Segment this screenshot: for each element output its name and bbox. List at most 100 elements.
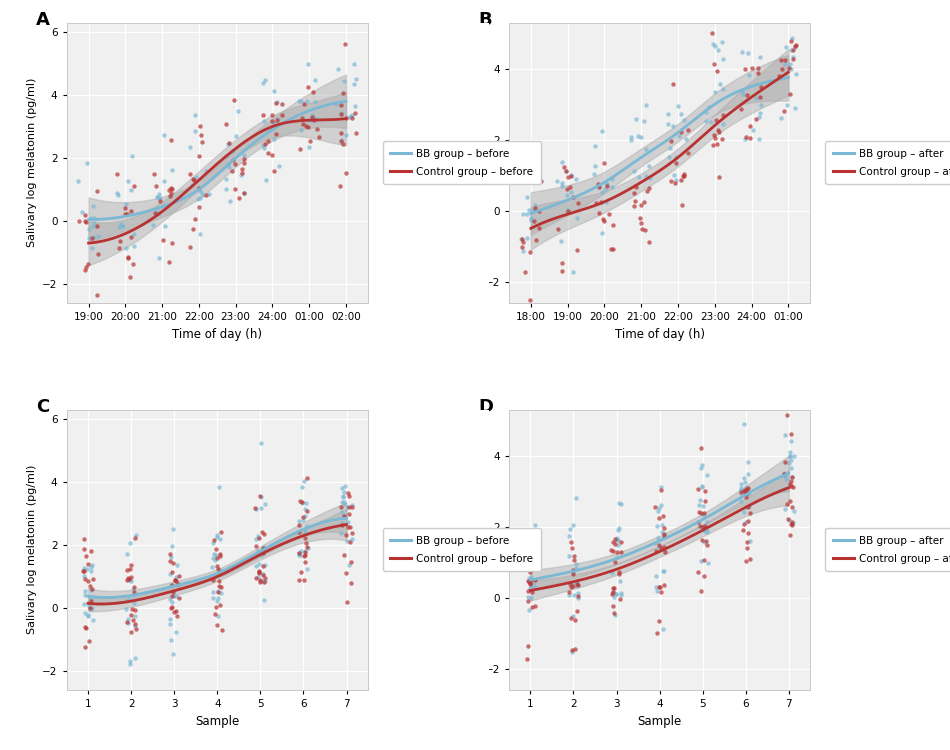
- Point: [213, 550, 228, 562]
- Point: [691, 566, 706, 578]
- Point: [674, 174, 689, 186]
- Point: [214, 624, 229, 636]
- Point: [563, 186, 579, 198]
- Text: C: C: [36, 398, 49, 416]
- Point: [339, 501, 354, 513]
- Point: [627, 165, 642, 177]
- Point: [525, 578, 541, 590]
- Point: [694, 462, 709, 474]
- Point: [205, 592, 220, 604]
- Point: [707, 40, 722, 52]
- Point: [564, 578, 580, 590]
- Point: [218, 118, 234, 130]
- Point: [777, 429, 792, 441]
- Point: [786, 518, 801, 530]
- Point: [652, 542, 667, 554]
- Point: [694, 442, 709, 454]
- Point: [81, 232, 96, 244]
- Point: [347, 106, 362, 118]
- Point: [166, 590, 181, 602]
- Point: [736, 484, 751, 496]
- Point: [554, 257, 569, 269]
- Point: [164, 237, 180, 249]
- Point: [80, 157, 95, 169]
- Point: [703, 116, 718, 128]
- Point: [199, 165, 214, 177]
- Point: [565, 567, 580, 579]
- Point: [519, 544, 534, 556]
- Point: [613, 545, 628, 557]
- Point: [191, 150, 206, 162]
- Text: A: A: [36, 11, 50, 29]
- Point: [292, 143, 307, 155]
- Point: [187, 110, 202, 122]
- Point: [334, 517, 350, 529]
- Point: [123, 575, 138, 587]
- Point: [163, 187, 179, 199]
- Point: [218, 183, 234, 195]
- Point: [343, 577, 358, 589]
- Point: [611, 522, 626, 534]
- Point: [297, 532, 313, 544]
- Point: [81, 610, 96, 622]
- Point: [630, 130, 645, 142]
- Point: [604, 181, 619, 193]
- Point: [304, 114, 319, 126]
- Point: [82, 600, 97, 612]
- Point: [739, 483, 754, 495]
- Point: [82, 224, 97, 236]
- Point: [349, 128, 364, 140]
- Point: [347, 78, 362, 90]
- Point: [248, 503, 263, 515]
- Point: [783, 58, 798, 70]
- Point: [561, 530, 577, 542]
- Point: [117, 202, 132, 214]
- Point: [292, 526, 307, 538]
- Point: [211, 610, 226, 622]
- Point: [117, 209, 132, 220]
- Point: [564, 644, 580, 656]
- Point: [212, 574, 227, 586]
- Point: [334, 134, 350, 146]
- Point: [186, 174, 201, 186]
- Point: [344, 112, 359, 124]
- Point: [170, 578, 185, 590]
- Point: [124, 609, 139, 621]
- Point: [597, 183, 612, 195]
- Point: [736, 518, 751, 530]
- Point: [613, 574, 628, 586]
- Point: [165, 566, 180, 578]
- Point: [554, 265, 569, 277]
- Point: [599, 178, 615, 190]
- Point: [739, 555, 754, 567]
- Point: [194, 129, 209, 141]
- Point: [750, 62, 766, 74]
- Point: [785, 32, 800, 44]
- Point: [696, 570, 712, 582]
- Point: [712, 79, 728, 91]
- Point: [162, 618, 178, 630]
- Point: [521, 560, 536, 572]
- Point: [656, 542, 672, 554]
- Point: [122, 592, 137, 604]
- Point: [269, 95, 284, 107]
- Point: [524, 586, 540, 598]
- Point: [710, 44, 725, 55]
- Point: [147, 207, 162, 219]
- Point: [610, 535, 625, 547]
- Point: [710, 124, 725, 136]
- Point: [167, 574, 182, 586]
- Point: [207, 534, 222, 546]
- Point: [153, 191, 168, 203]
- Point: [256, 541, 272, 553]
- Point: [116, 220, 131, 232]
- Point: [651, 505, 666, 517]
- Point: [781, 458, 796, 470]
- Point: [522, 533, 537, 545]
- Point: [633, 212, 648, 224]
- Text: D: D: [479, 398, 494, 416]
- Point: [637, 224, 653, 236]
- Point: [610, 546, 625, 558]
- Point: [513, 232, 528, 244]
- Point: [736, 418, 751, 430]
